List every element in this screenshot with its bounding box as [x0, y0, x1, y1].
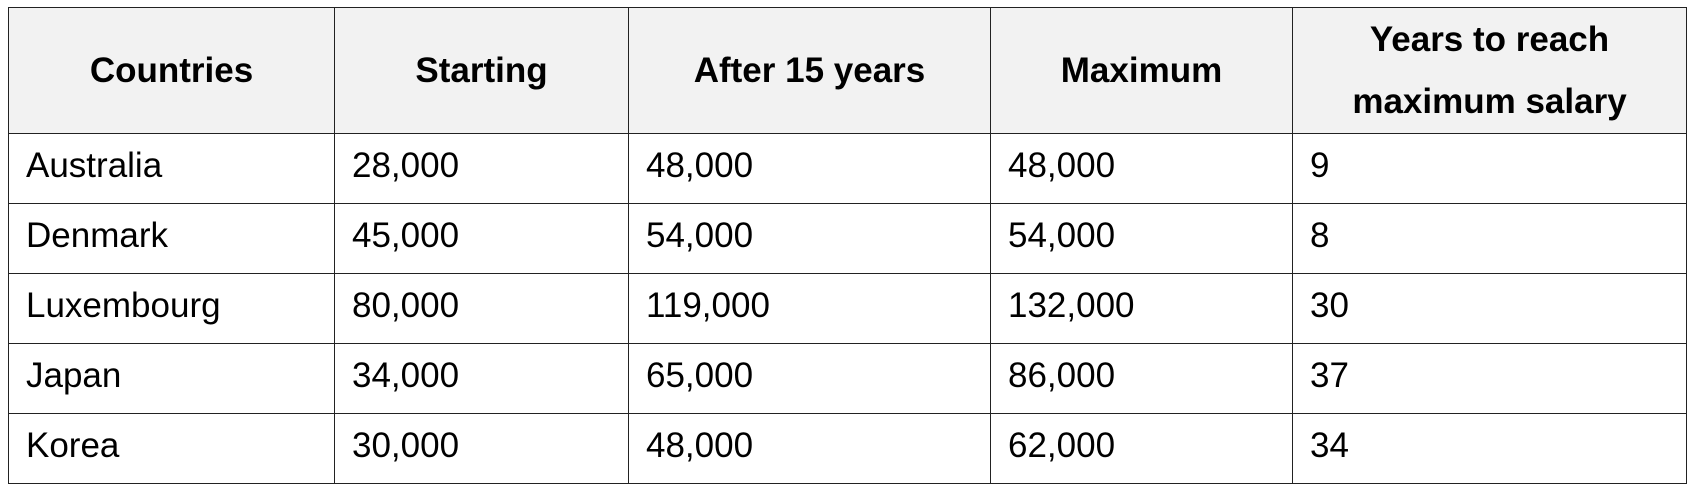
cell-starting: 45,000 [334, 203, 629, 274]
table-row: Denmark 45,000 54,000 54,000 8 [8, 203, 1687, 274]
table-row: Australia 28,000 48,000 48,000 9 [8, 133, 1687, 204]
cell-years-to-max: 9 [1292, 133, 1687, 204]
header-after-15-years: After 15 years [628, 7, 991, 134]
header-maximum: Maximum [990, 7, 1293, 134]
cell-country: Japan [8, 343, 335, 414]
table-body: Australia 28,000 48,000 48,000 9 Denmark… [8, 133, 1687, 484]
header-years-to-max: Years to reach maximum salary [1292, 7, 1687, 134]
cell-country: Luxembourg [8, 273, 335, 344]
cell-maximum: 48,000 [990, 133, 1293, 204]
table-row: Luxembourg 80,000 119,000 132,000 30 [8, 273, 1687, 344]
cell-maximum: 62,000 [990, 413, 1293, 484]
header-row: Countries Starting After 15 years Maximu… [8, 7, 1687, 134]
cell-country: Korea [8, 413, 335, 484]
table-row: Korea 30,000 48,000 62,000 34 [8, 413, 1687, 484]
table-header: Countries Starting After 15 years Maximu… [8, 7, 1687, 134]
cell-after-15-years: 65,000 [628, 343, 991, 414]
cell-starting: 34,000 [334, 343, 629, 414]
cell-years-to-max: 30 [1292, 273, 1687, 344]
cell-after-15-years: 48,000 [628, 133, 991, 204]
cell-after-15-years: 54,000 [628, 203, 991, 274]
table-row: Japan 34,000 65,000 86,000 37 [8, 343, 1687, 414]
cell-years-to-max: 8 [1292, 203, 1687, 274]
cell-starting: 30,000 [334, 413, 629, 484]
cell-starting: 28,000 [334, 133, 629, 204]
cell-country: Australia [8, 133, 335, 204]
cell-years-to-max: 34 [1292, 413, 1687, 484]
salary-table: Countries Starting After 15 years Maximu… [8, 7, 1687, 484]
cell-starting: 80,000 [334, 273, 629, 344]
header-countries: Countries [8, 7, 335, 134]
cell-maximum: 132,000 [990, 273, 1293, 344]
cell-after-15-years: 119,000 [628, 273, 991, 344]
cell-country: Denmark [8, 203, 335, 274]
header-starting: Starting [334, 7, 629, 134]
cell-years-to-max: 37 [1292, 343, 1687, 414]
cell-maximum: 54,000 [990, 203, 1293, 274]
cell-after-15-years: 48,000 [628, 413, 991, 484]
cell-maximum: 86,000 [990, 343, 1293, 414]
